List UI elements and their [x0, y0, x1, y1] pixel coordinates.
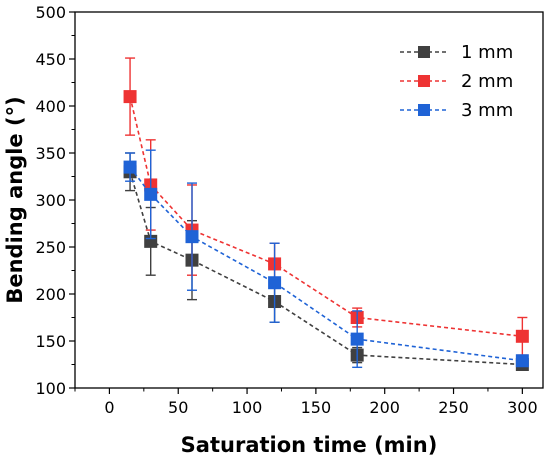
series-layer: [123, 57, 529, 371]
data-point: [515, 329, 529, 343]
y-tick-label: 200: [35, 285, 66, 304]
y-tick-label: 450: [35, 50, 66, 69]
legend-marker: [418, 75, 430, 87]
x-tick-label: 200: [369, 398, 400, 417]
y-tick-label: 400: [35, 97, 66, 116]
legend-label: 3 mm: [461, 100, 513, 121]
legend: 1 mm 2 mm 3 mm: [400, 42, 513, 121]
y-tick-label: 100: [35, 379, 66, 398]
series-line: [129, 171, 523, 366]
x-tick-label: 100: [232, 398, 263, 417]
x-tick-label: 50: [168, 398, 188, 417]
data-point: [123, 90, 137, 104]
x-tick-label: 300: [507, 398, 538, 417]
data-point: [268, 276, 282, 290]
x-tick-label: 0: [104, 398, 114, 417]
legend-marker: [418, 46, 430, 58]
y-tick-label: 350: [35, 144, 66, 163]
data-point: [185, 230, 199, 244]
y-tick-label: 150: [35, 332, 66, 351]
series-3-mm: [123, 149, 529, 369]
x-axis: 0 50 100 150 200 250 300: [74, 388, 538, 417]
data-point: [350, 332, 364, 346]
data-point: [144, 187, 158, 201]
data-point: [123, 160, 137, 174]
series-1-mm: [123, 152, 529, 371]
x-tick-label: 150: [301, 398, 332, 417]
y-tick-label: 500: [35, 3, 66, 22]
data-point: [515, 354, 529, 368]
x-tick-label: 250: [438, 398, 469, 417]
series-line: [129, 96, 523, 338]
y-axis-title: Bending angle (°): [3, 96, 27, 303]
y-tick-label: 250: [35, 238, 66, 257]
legend-label: 1 mm: [461, 42, 513, 63]
y-tick-label: 300: [35, 191, 66, 210]
x-axis-title: Saturation time (min): [181, 433, 438, 457]
legend-marker: [418, 104, 430, 116]
y-axis: 100 150 200 250 300 350 400 450 500: [35, 3, 75, 398]
legend-label: 2 mm: [461, 71, 513, 92]
